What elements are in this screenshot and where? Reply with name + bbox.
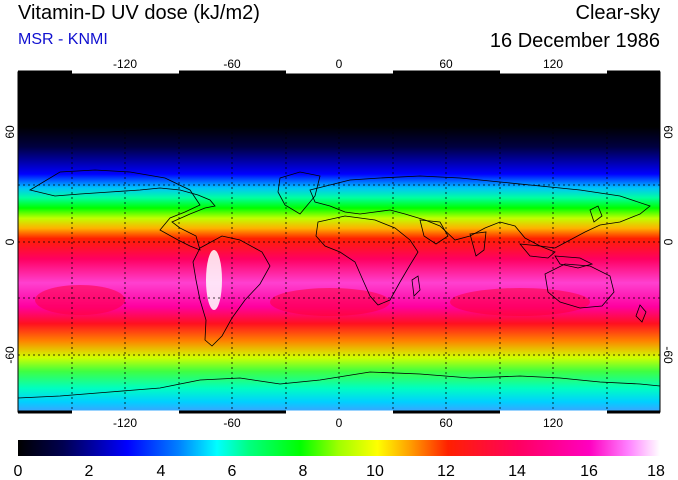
lat-right-label: -60 — [661, 346, 675, 364]
lon-bottom-label: 0 — [336, 416, 343, 430]
colorbar-tick-label: 18 — [647, 463, 665, 480]
colorbar-tick-label: 16 — [580, 463, 598, 480]
coastlines — [18, 169, 660, 399]
lon-bottom-label: 120 — [543, 416, 563, 430]
colorbar — [18, 440, 660, 456]
lat-left-label: 0 — [3, 238, 17, 245]
lon-bottom-label: 60 — [439, 416, 453, 430]
andes-high-dose — [206, 250, 222, 310]
lat-left-label: 60 — [3, 125, 17, 139]
colorbar-tick-label: 6 — [228, 463, 237, 480]
pacific-high-dose — [35, 285, 125, 315]
lon-bottom-label: -120 — [113, 416, 137, 430]
colorbar-tick-label: 0 — [14, 463, 23, 480]
colorbar-tick-label: 2 — [85, 463, 94, 480]
lat-right-label: 60 — [661, 125, 675, 139]
colorbar-tick-label: 8 — [299, 463, 308, 480]
date-label: 16 December 1986 — [489, 30, 660, 52]
lon-top-label: 0 — [336, 57, 343, 71]
border-scale — [18, 70, 660, 414]
lon-top-label: 60 — [439, 57, 453, 71]
atlantic-high-dose — [270, 288, 390, 316]
lat-left-label: -60 — [3, 346, 17, 364]
sky-condition-label: Clear-sky — [575, 2, 660, 24]
lon-top-label: -120 — [113, 57, 137, 71]
colorbar-tick-label: 12 — [437, 463, 455, 480]
lon-top-label: 120 — [543, 57, 563, 71]
lat-right-label: 0 — [661, 239, 675, 246]
lon-bottom-label: -60 — [223, 416, 241, 430]
indian-ocean-high-dose — [450, 288, 590, 316]
colorbar-tick-label: 10 — [366, 463, 384, 480]
colorbar-tick-label: 14 — [508, 463, 526, 480]
source-label: MSR - KNMI — [18, 31, 108, 48]
chart-title: Vitamin-D UV dose (kJ/m2) — [18, 2, 260, 24]
colorbar-tick-label: 4 — [157, 463, 166, 480]
graticule — [18, 72, 660, 412]
lon-top-label: -60 — [223, 57, 241, 71]
